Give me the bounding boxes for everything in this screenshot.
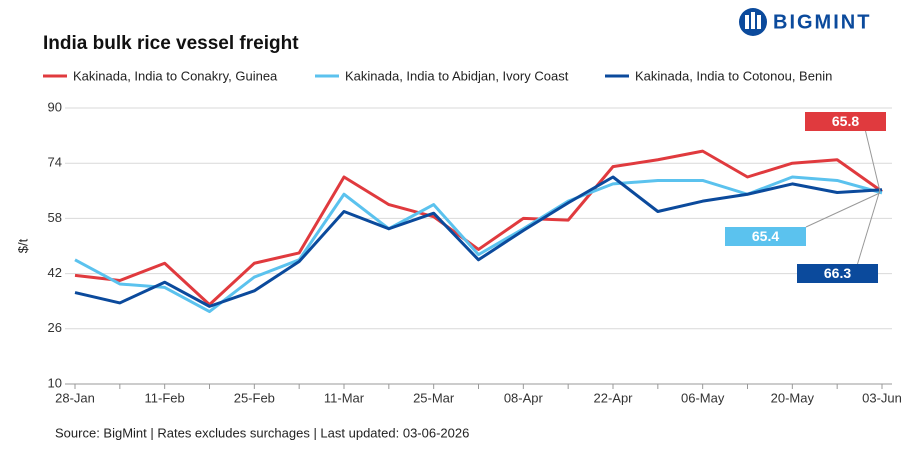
brand-name: BIGMINT	[773, 11, 871, 33]
legend-label: Kakinada, India to Conakry, Guinea	[73, 68, 278, 83]
legend-label: Kakinada, India to Cotonou, Benin	[635, 68, 832, 83]
logo-icon-bar	[745, 15, 749, 29]
x-tick-label: 25-Mar	[413, 390, 455, 405]
brand-logo: BIGMINT	[739, 8, 871, 36]
y-tick-label: 74	[48, 155, 62, 170]
x-tick-label: 28-Jan	[55, 390, 95, 405]
value-label-box	[805, 112, 886, 131]
x-tick-label: 03-Jun	[862, 390, 902, 405]
x-tick-label: 06-May	[681, 390, 725, 405]
logo-icon-bar	[751, 12, 755, 29]
callout-arrow	[805, 192, 881, 228]
legend-label: Kakinada, India to Abidjan, Ivory Coast	[345, 68, 569, 83]
x-tick-label: 22-Apr	[593, 390, 633, 405]
source-note: Source: BigMint | Rates excludes surchag…	[55, 425, 469, 440]
y-tick-label: 58	[48, 210, 62, 225]
value-label: 65.4	[752, 228, 779, 244]
x-tick-label: 25-Feb	[234, 390, 275, 405]
x-tick-label: 20-May	[771, 390, 815, 405]
callout-arrow	[865, 130, 881, 192]
chart-title: India bulk rice vessel freight	[43, 33, 299, 54]
value-label-box	[725, 227, 806, 246]
y-axis-label: $/t	[15, 238, 30, 253]
x-tick-label: 11-Mar	[324, 390, 365, 405]
callout-arrow	[857, 189, 881, 265]
plot-area: 10 26 42 58 74 90 28-Jan 11-Feb 25-Feb 11-Mar 25-M…	[43, 68, 902, 405]
series-line	[74, 175, 883, 308]
x-tick-label: 11-Feb	[145, 390, 185, 405]
series-line	[74, 149, 883, 307]
value-label-box	[797, 264, 878, 283]
y-tick-label: 42	[48, 265, 62, 280]
y-tick-label: 90	[48, 99, 62, 114]
logo-icon-bar	[757, 15, 761, 29]
value-label: 65.8	[832, 113, 859, 129]
y-tick-label: 10	[48, 375, 62, 390]
x-tick-label: 08-Apr	[504, 390, 544, 405]
y-tick-label: 26	[48, 320, 62, 335]
value-label: 66.3	[824, 265, 851, 281]
